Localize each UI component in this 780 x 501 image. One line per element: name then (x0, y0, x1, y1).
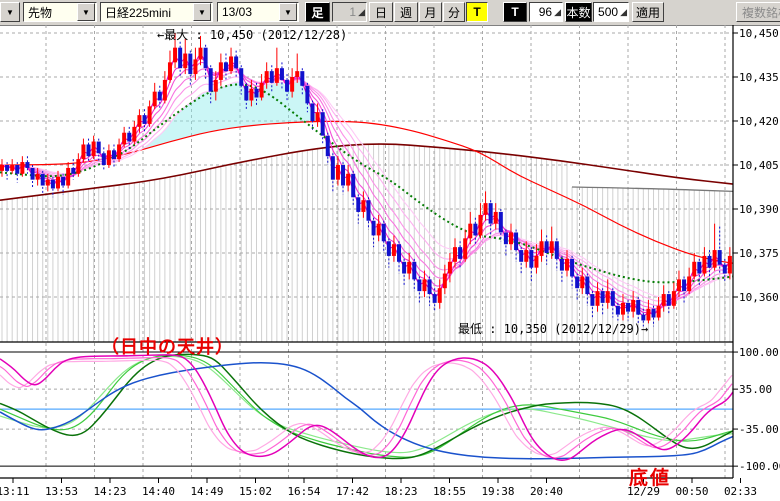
time-axis-label: 12/29 (627, 485, 660, 498)
tick-toggle-button[interactable]: T (466, 2, 488, 22)
ceiling-annotation: （日中の天井） (101, 337, 234, 357)
chevron-down-icon[interactable]: ▼ (77, 3, 95, 21)
tick-count-value: 96 (538, 5, 553, 19)
bottom-annotation: 底値 (629, 468, 672, 489)
price-axis-label: 10,375 (739, 247, 779, 260)
background-bar-lines (1, 143, 731, 342)
spin-handle-icon[interactable]: ◢ (554, 6, 561, 17)
bars-count-value: 500 (598, 5, 619, 19)
time-axis-label: 20:40 (530, 485, 563, 498)
window-combo-arrow-button[interactable]: ▼ (0, 2, 20, 22)
time-axis-label: 14:40 (142, 485, 175, 498)
instrument-value: 日経225mini (105, 5, 172, 20)
max-price-annotation: ←最大 : 10,450 (2012/12/28) (157, 28, 348, 42)
apply-button[interactable]: 適用 (632, 2, 664, 22)
price-axis-label: 10,390 (739, 203, 779, 216)
multi-symbol-button[interactable]: 複数銘柄 (736, 2, 780, 22)
price-axis-label: 10,405 (739, 159, 779, 172)
period-month-button[interactable]: 月 (419, 2, 442, 22)
min-price-annotation: 最低 : 10,350 (2012/12/29)→ (458, 322, 649, 336)
axes (0, 25, 734, 479)
period-week-button[interactable]: 週 (394, 2, 418, 22)
chevron-down-icon[interactable]: ▼ (193, 3, 211, 21)
contract-month-select[interactable]: 13/03 ▼ (217, 2, 299, 22)
price-axis-label: 10,450 (739, 27, 779, 40)
price-axis-label: 10,420 (739, 115, 779, 128)
instrument-select[interactable]: 日経225mini ▼ (100, 2, 213, 22)
spin-handle-icon[interactable]: ◢ (358, 6, 365, 17)
time-axis-label: 18:55 (433, 485, 466, 498)
oscillator-panel (0, 353, 734, 462)
time-axis-label: 13:11 (0, 485, 30, 498)
time-axis-label: 16:54 (287, 485, 320, 498)
period-day-button[interactable]: 日 (369, 2, 393, 22)
tick-mode-button[interactable]: T (503, 2, 527, 22)
time-axis-label: 02:33 (724, 485, 757, 498)
time-axis-label: 15:02 (239, 485, 272, 498)
toolbar: ▼ 先物 ▼ 日経225mini ▼ 13/03 ▼ 足 1 ◢ 日 週 月 分… (0, 0, 780, 26)
bars-label: 本数 (565, 2, 592, 22)
time-axis-label: 00:50 (675, 485, 708, 498)
axis-labels: 10,450 10,435 10,420 10,405 10,390 10,375 10,3… (0, 27, 780, 498)
candles (0, 33, 732, 327)
instrument-type-value: 先物 (28, 5, 53, 20)
time-axis-label: 14:23 (93, 485, 126, 498)
oscillator-axis-label: 35.00 (739, 383, 772, 396)
interval-stepper[interactable]: 1 ◢ (332, 2, 367, 22)
tick-count-stepper[interactable]: 96 ◢ (529, 2, 563, 22)
moving-averages (0, 120, 734, 264)
price-axis-label: 10,360 (739, 291, 779, 304)
oscillator-axis-label: -35.00 (739, 423, 779, 436)
bars-count-stepper[interactable]: 500 ◢ (593, 2, 629, 22)
interval-value: 1 (349, 5, 357, 19)
time-axis-label: 14:49 (190, 485, 223, 498)
time-axis-label: 17:42 (336, 485, 369, 498)
bar-type-button[interactable]: 足 (305, 2, 330, 22)
oscillator-axis-label: -100.00 (739, 460, 780, 473)
contract-month-value: 13/03 (222, 5, 253, 19)
time-axis-label: 19:38 (481, 485, 514, 498)
time-axis-label: 18:23 (384, 485, 417, 498)
chevron-down-icon: ▼ (6, 7, 14, 17)
instrument-type-select[interactable]: 先物 ▼ (23, 2, 97, 22)
time-axis-label: 13:53 (45, 485, 78, 498)
oscillator-axis-label: 100.00 (739, 346, 779, 359)
spin-handle-icon[interactable]: ◢ (620, 6, 627, 17)
green-dotted-ma (0, 83, 734, 284)
period-minute-button[interactable]: 分 (443, 2, 465, 22)
price-axis-label: 10,435 (739, 71, 779, 84)
chevron-down-icon[interactable]: ▼ (279, 3, 297, 21)
ma-cloud-fill (144, 81, 318, 150)
